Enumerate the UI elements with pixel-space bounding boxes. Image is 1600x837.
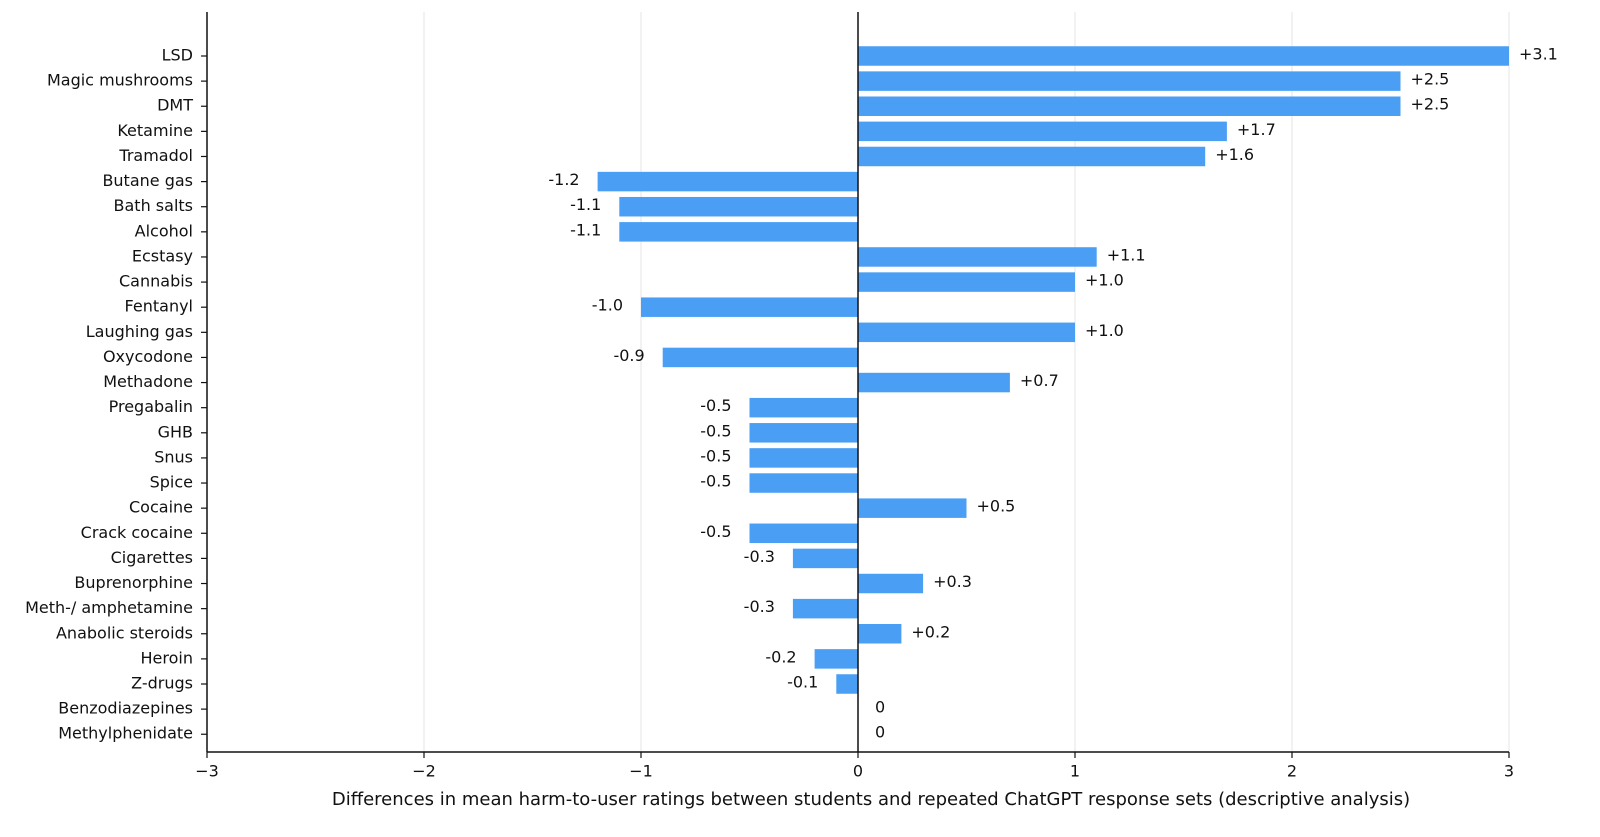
- value-label: -0.3: [744, 597, 775, 616]
- value-label: +2.5: [1411, 70, 1450, 89]
- value-label: +3.1: [1519, 45, 1558, 64]
- y-tick-label: Oxycodone: [103, 347, 193, 366]
- bar: [619, 222, 858, 242]
- bar: [641, 297, 858, 317]
- value-label: +0.3: [933, 572, 972, 591]
- value-label: +0.5: [977, 497, 1016, 516]
- value-label: -0.5: [700, 396, 731, 415]
- bar: [662, 347, 858, 368]
- bar: [792, 598, 858, 619]
- bar: [619, 196, 858, 217]
- bar: [858, 573, 924, 594]
- y-tick-label: Z-drugs: [131, 674, 193, 693]
- y-tick-label: Anabolic steroids: [56, 623, 193, 642]
- y-tick-label: Ketamine: [117, 121, 193, 140]
- value-label: -0.9: [613, 346, 644, 365]
- y-tick-label: Methadone: [103, 372, 193, 391]
- x-tick-label: −1: [629, 762, 653, 781]
- value-label: 0: [875, 723, 885, 742]
- bar: [836, 674, 858, 694]
- value-label: -0.5: [700, 446, 731, 465]
- x-tick-label: 1: [1070, 762, 1080, 781]
- y-tick-label: Pregabalin: [109, 397, 193, 416]
- value-label: -1.1: [570, 195, 601, 214]
- x-tick-label: −2: [412, 762, 436, 781]
- bar: [858, 71, 1401, 91]
- y-tick-label: Benzodiazepines: [58, 699, 193, 718]
- bar: [749, 523, 858, 544]
- value-label: +0.7: [1020, 371, 1059, 390]
- y-tick-label: Laughing gas: [86, 322, 193, 341]
- y-tick-label: Methylphenidate: [58, 724, 193, 743]
- y-tick-label: Crack cocaine: [81, 523, 193, 542]
- x-tick-label: −3: [195, 762, 219, 781]
- bar: [858, 96, 1401, 116]
- bars: [597, 46, 1509, 694]
- value-label: -1.1: [570, 220, 601, 239]
- y-tick-label: Ecstasy: [132, 246, 193, 265]
- value-label: +1.7: [1237, 120, 1276, 139]
- value-label: +0.2: [911, 622, 950, 641]
- bar: [814, 649, 858, 669]
- y-tick-label: Butane gas: [102, 171, 193, 190]
- y-tick-label: LSD: [162, 46, 193, 65]
- y-tick-label: Cannabis: [119, 272, 193, 291]
- value-label: -1.0: [592, 296, 623, 315]
- bar: [749, 397, 858, 418]
- x-tick-label: 0: [853, 762, 863, 781]
- bar: [858, 121, 1227, 142]
- y-tick-label: Buprenorphine: [74, 573, 193, 592]
- x-tick-label: 3: [1504, 762, 1514, 781]
- y-tick-label: Heroin: [141, 648, 193, 667]
- value-label: -0.1: [787, 673, 818, 692]
- bar: [858, 247, 1097, 267]
- y-tick-label: Tramadol: [118, 146, 193, 165]
- y-tick-label: Alcohol: [135, 221, 193, 240]
- bar: [792, 548, 858, 569]
- value-label: +1.1: [1107, 245, 1146, 264]
- y-tick-label: Meth-/ amphetamine: [25, 598, 193, 617]
- bar: [749, 448, 858, 468]
- value-label: -0.5: [700, 421, 731, 440]
- x-tick-label: 2: [1287, 762, 1297, 781]
- foreground: −3 −2 −1 0 1 2 3 LSD +3.1 Magic mushrooms +2.5 DMT +…: [25, 12, 1558, 781]
- bar: [597, 171, 858, 192]
- value-label: -0.2: [765, 647, 796, 666]
- bar: [858, 624, 902, 644]
- value-label: +1.0: [1085, 271, 1124, 290]
- y-tick-label: Bath salts: [114, 196, 193, 215]
- bar: [858, 372, 1010, 393]
- bar: [858, 322, 1075, 343]
- bar: [858, 146, 1206, 167]
- bar: [858, 46, 1509, 66]
- bar: [858, 272, 1075, 292]
- value-label: +1.0: [1085, 321, 1124, 340]
- y-tick-label: Cocaine: [129, 498, 193, 517]
- bar: [749, 423, 858, 443]
- y-tick-label: Spice: [150, 473, 193, 492]
- value-label: -0.3: [744, 547, 775, 566]
- y-tick-label: Fentanyl: [125, 297, 193, 316]
- value-label: 0: [875, 698, 885, 717]
- bar: [858, 498, 967, 518]
- value-label: -1.2: [548, 170, 579, 189]
- y-tick-label: DMT: [157, 96, 193, 115]
- value-label: +2.5: [1411, 95, 1450, 114]
- value-label: +1.6: [1215, 145, 1254, 164]
- y-tick-label: Magic mushrooms: [47, 71, 193, 90]
- y-tick-label: Cigarettes: [111, 548, 193, 567]
- y-tick-label: Snus: [154, 447, 193, 466]
- x-axis-label: Differences in mean harm-to-user ratings…: [332, 789, 1410, 810]
- value-label: -0.5: [700, 472, 731, 491]
- y-tick-label: GHB: [158, 422, 193, 441]
- value-label: -0.5: [700, 522, 731, 541]
- bar: [749, 473, 858, 493]
